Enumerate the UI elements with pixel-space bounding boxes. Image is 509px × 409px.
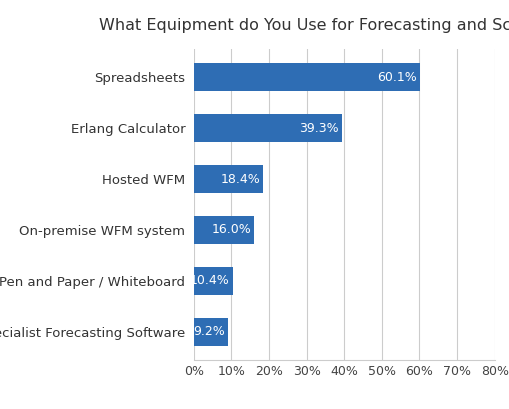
Text: 39.3%: 39.3% (298, 121, 338, 135)
Text: 9.2%: 9.2% (193, 325, 225, 338)
Bar (193, 318, 228, 346)
Bar (193, 114, 341, 142)
Bar (193, 216, 253, 244)
Text: 16.0%: 16.0% (211, 223, 250, 236)
Bar (193, 165, 263, 193)
Title: What Equipment do You Use for Forecasting and Scheduling?: What Equipment do You Use for Forecastin… (99, 18, 509, 33)
Text: 60.1%: 60.1% (376, 71, 416, 84)
Bar (193, 63, 419, 91)
Bar (193, 267, 233, 295)
Text: 18.4%: 18.4% (220, 173, 260, 186)
Text: 10.4%: 10.4% (190, 274, 230, 288)
